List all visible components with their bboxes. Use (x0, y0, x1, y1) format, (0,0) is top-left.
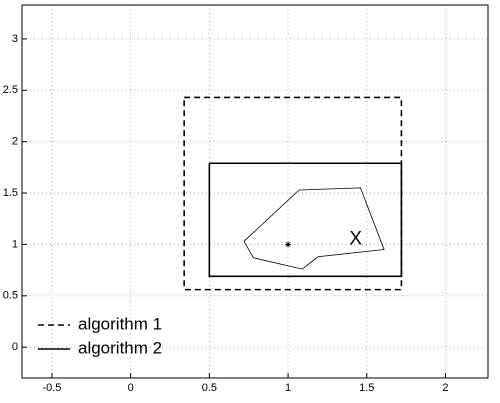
y-tick-label: 2 (12, 136, 18, 148)
y-tick-label: 0.5 (3, 290, 18, 302)
legend-label: algorithm 2 (78, 338, 162, 357)
point-marker (285, 241, 292, 248)
series-line (183, 96, 403, 291)
x-tick-label: 0 (128, 382, 134, 394)
x-tick-label: 1.5 (359, 382, 374, 394)
series-line (243, 187, 385, 270)
legend-label: algorithm 1 (78, 314, 162, 333)
y-tick-label: 1 (12, 238, 18, 250)
axes-box (21, 4, 489, 379)
x-tick-label: -0.5 (42, 382, 61, 394)
series-line (208, 162, 403, 278)
x-tick-label: 2 (442, 382, 448, 394)
x-tick-label: 0.5 (202, 382, 217, 394)
y-tick-label: 2.5 (3, 84, 18, 96)
y-tick-label: 1.5 (3, 187, 18, 199)
x-tick-label: 1 (285, 382, 291, 394)
y-tick-label: 3 (12, 33, 18, 45)
y-tick-label: 0 (12, 341, 18, 353)
annotation: X (349, 228, 362, 249)
